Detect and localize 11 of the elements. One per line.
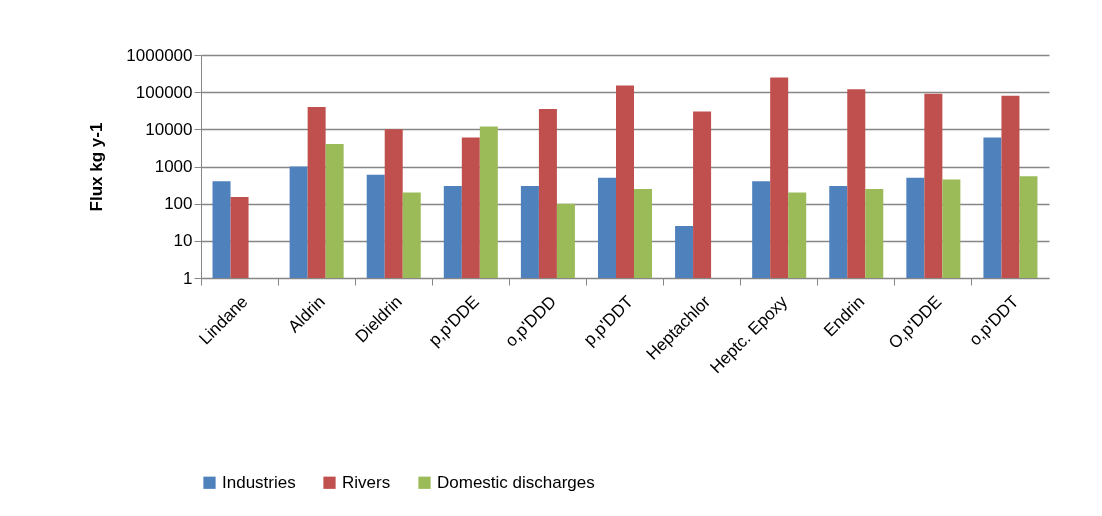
- y-tick-label: 100000: [135, 82, 193, 102]
- y-tick-label: 1: [183, 268, 193, 288]
- y-tick-label: 10000: [145, 119, 193, 139]
- legend-label: Domestic discharges: [437, 472, 595, 492]
- y-axis-title: Flux kg y-1: [87, 122, 107, 212]
- y-tick-label: 1000: [154, 157, 193, 176]
- y-tick-label: 100: [164, 194, 193, 214]
- y-tick-label: 10: [173, 231, 193, 251]
- y-tick-label: 1000000: [126, 45, 193, 65]
- legend-label: Industries: [222, 472, 296, 492]
- legend-label: Rivers: [342, 472, 391, 492]
